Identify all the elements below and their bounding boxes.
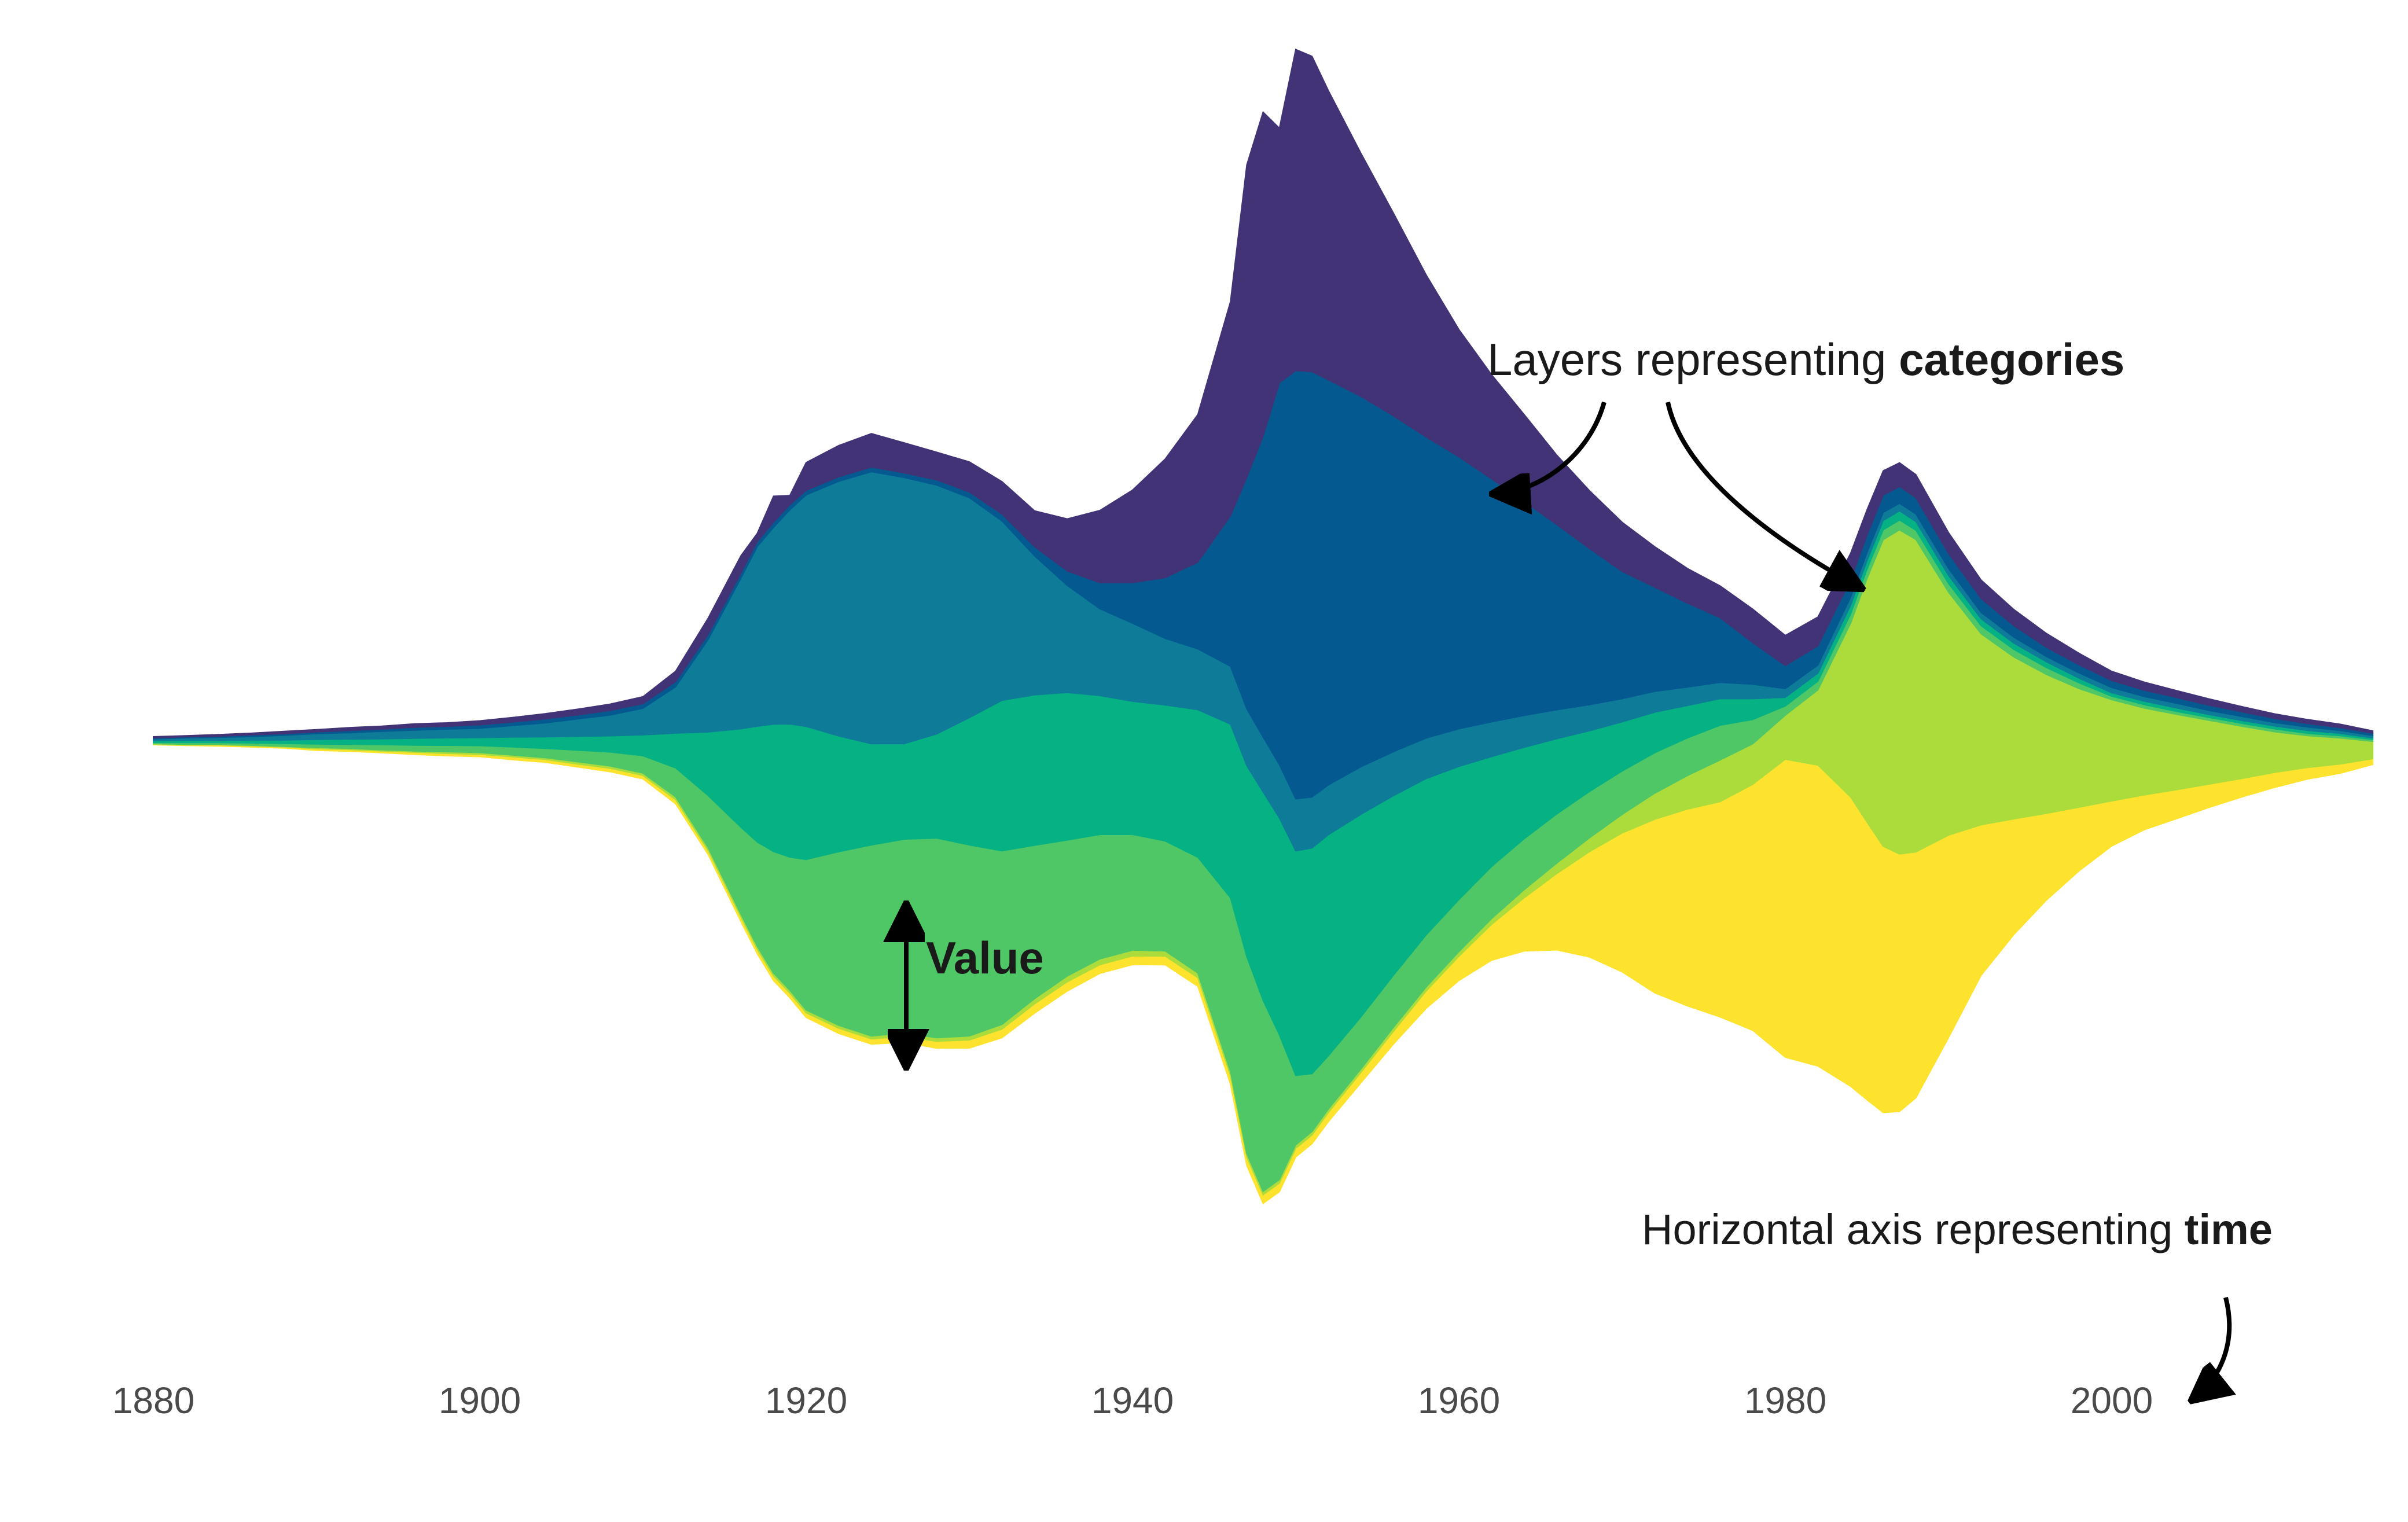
categories-annotation-bold: categories xyxy=(1899,334,2124,385)
x-tick-label-1900: 1900 xyxy=(439,1380,521,1421)
x-tick-label-1920: 1920 xyxy=(765,1380,847,1421)
time-arrow-icon xyxy=(2194,1297,2229,1398)
x-tick-label-1960: 1960 xyxy=(1418,1380,1500,1421)
x-tick-label-1980: 1980 xyxy=(1744,1380,1826,1421)
time-annotation-regular: Horizontal axis representing xyxy=(1642,1205,2185,1253)
categories-annotation: Layers representing categories xyxy=(1487,334,2124,385)
time-annotation: Horizontal axis representing time xyxy=(1642,1205,2273,1253)
x-axis: 1880 1900 1920 1940 1960 1980 2000 xyxy=(112,1380,2153,1421)
categories-annotation-regular: Layers representing xyxy=(1487,334,1899,385)
x-tick-label-1940: 1940 xyxy=(1091,1380,1174,1421)
stream-layers xyxy=(153,49,2374,1205)
stream-layer-7-purple xyxy=(153,49,2374,739)
time-annotation-bold: time xyxy=(2185,1205,2273,1253)
categories-arrow-right-icon xyxy=(1666,402,1859,587)
value-annotation: Value xyxy=(926,932,1044,983)
x-tick-label-1880: 1880 xyxy=(112,1380,194,1421)
x-tick-label-2000: 2000 xyxy=(2071,1380,2153,1421)
categories-arrow-left-icon xyxy=(1496,401,1606,494)
